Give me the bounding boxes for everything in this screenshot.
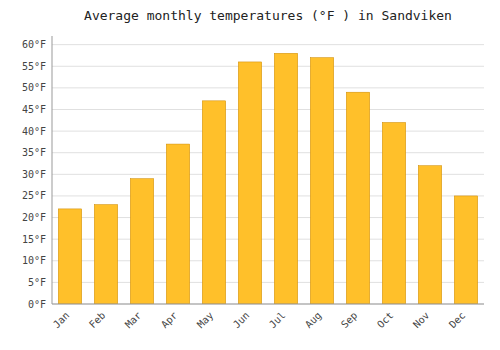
x-axis: Jan Feb Mar Apr May Jun Jul Aug Sep Oct Nov Dec bbox=[51, 310, 468, 331]
x-tick-label: Jun bbox=[231, 310, 252, 331]
x-tick-label: Jul bbox=[267, 310, 288, 331]
bar bbox=[202, 101, 225, 304]
y-tick-label: 10°F bbox=[22, 255, 46, 266]
x-tick-label: Jan bbox=[51, 310, 72, 331]
y-tick-label: 35°F bbox=[22, 147, 46, 158]
y-tick-label: 50°F bbox=[22, 82, 46, 93]
chart-svg: Average monthly temperatures (°F ) in Sa… bbox=[0, 0, 500, 350]
y-tick-label: 0°F bbox=[28, 299, 46, 310]
y-axis-line bbox=[52, 36, 53, 304]
x-tick-label: Sep bbox=[339, 310, 360, 331]
bar bbox=[238, 62, 261, 304]
y-tick-label: 15°F bbox=[22, 234, 46, 245]
y-tick-label: 55°F bbox=[22, 61, 46, 72]
grid-line bbox=[52, 44, 484, 45]
y-tick-label: 25°F bbox=[22, 190, 46, 201]
x-tick-label: May bbox=[195, 310, 216, 331]
grid-line bbox=[52, 131, 484, 132]
bar bbox=[418, 166, 441, 304]
x-tick-label: Feb bbox=[87, 310, 108, 331]
bar bbox=[130, 179, 153, 304]
grid-line bbox=[52, 304, 484, 305]
grid-line bbox=[52, 109, 484, 110]
bar bbox=[166, 144, 189, 304]
y-tick-label: 40°F bbox=[22, 126, 46, 137]
grid-line bbox=[52, 87, 484, 88]
title: Average monthly temperatures (°F ) in Sa… bbox=[84, 8, 452, 23]
y-tick-label: 60°F bbox=[22, 39, 46, 50]
bar bbox=[94, 205, 117, 304]
grid-line bbox=[52, 66, 484, 67]
y-tick-label: 20°F bbox=[22, 212, 46, 223]
x-tick-label: Mar bbox=[123, 310, 144, 331]
x-tick-label: Dec bbox=[447, 310, 468, 331]
bar bbox=[58, 209, 81, 304]
x-tick-label: Apr bbox=[159, 310, 180, 331]
chart-container: Average monthly temperatures (°F ) in Sa… bbox=[0, 0, 500, 350]
bars bbox=[58, 53, 477, 304]
bar bbox=[310, 58, 333, 304]
bar bbox=[454, 196, 477, 304]
grid-line bbox=[52, 152, 484, 153]
bar bbox=[346, 92, 369, 304]
x-axis-line bbox=[52, 304, 484, 305]
bar bbox=[382, 122, 405, 304]
y-tick-label: 45°F bbox=[22, 104, 46, 115]
x-tick-label: Aug bbox=[303, 310, 324, 331]
y-tick-label: 5°F bbox=[28, 277, 46, 288]
x-tick-label: Oct bbox=[375, 310, 396, 331]
x-tick-label: Nov bbox=[411, 310, 432, 331]
bar bbox=[274, 53, 297, 304]
y-axis: 0°F 5°F 10°F 15°F 20°F 25°F 30°F 35°F 40°F 45°F 50… bbox=[22, 39, 484, 309]
y-tick-label: 30°F bbox=[22, 169, 46, 180]
